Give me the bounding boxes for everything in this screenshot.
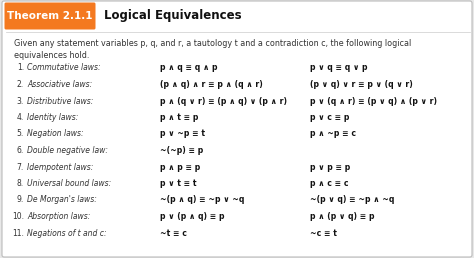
Text: ~(p ∨ q) ≡ ~p ∧ ~q: ~(p ∨ q) ≡ ~p ∧ ~q — [310, 196, 394, 205]
Text: 10.: 10. — [12, 212, 24, 221]
Text: 5.: 5. — [17, 130, 24, 139]
Text: p ∧ q ≡ q ∧ p: p ∧ q ≡ q ∧ p — [160, 63, 218, 72]
Text: Double negative law:: Double negative law: — [27, 146, 108, 155]
Text: 6.: 6. — [17, 146, 24, 155]
Text: p ∨ p ≡ p: p ∨ p ≡ p — [310, 163, 350, 172]
Text: p ∧ ~p ≡ c: p ∧ ~p ≡ c — [310, 130, 356, 139]
Text: ~c ≡ t: ~c ≡ t — [310, 229, 337, 238]
Text: equivalences hold.: equivalences hold. — [14, 51, 90, 60]
Text: Universal bound laws:: Universal bound laws: — [27, 179, 111, 188]
Text: (p ∧ q) ∧ r ≡ p ∧ (q ∧ r): (p ∧ q) ∧ r ≡ p ∧ (q ∧ r) — [160, 80, 263, 89]
Text: Idempotent laws:: Idempotent laws: — [27, 163, 93, 172]
Text: 11.: 11. — [12, 229, 24, 238]
Text: 1.: 1. — [17, 63, 24, 72]
Text: Associative laws:: Associative laws: — [27, 80, 92, 89]
Text: p ∨ c ≡ p: p ∨ c ≡ p — [310, 113, 349, 122]
Text: Given any statement variables p, q, and r, a tautology t and a contradiction c, : Given any statement variables p, q, and … — [14, 39, 411, 49]
Text: p ∨ (q ∧ r) ≡ (p ∨ q) ∧ (p ∨ r): p ∨ (q ∧ r) ≡ (p ∨ q) ∧ (p ∨ r) — [310, 96, 437, 106]
Text: p ∨ ~p ≡ t: p ∨ ~p ≡ t — [160, 130, 205, 139]
Text: Identity laws:: Identity laws: — [27, 113, 78, 122]
Text: De Morgan's laws:: De Morgan's laws: — [27, 196, 97, 205]
Text: ~t ≡ c: ~t ≡ c — [160, 229, 187, 238]
Text: ~(~p) ≡ p: ~(~p) ≡ p — [160, 146, 203, 155]
Text: Theorem 2.1.1: Theorem 2.1.1 — [7, 11, 93, 21]
Text: 9.: 9. — [17, 196, 24, 205]
Text: p ∧ t ≡ p: p ∧ t ≡ p — [160, 113, 199, 122]
Text: p ∨ (p ∧ q) ≡ p: p ∨ (p ∧ q) ≡ p — [160, 212, 225, 221]
Text: Negation laws:: Negation laws: — [27, 130, 83, 139]
Text: Distributive laws:: Distributive laws: — [27, 96, 93, 106]
Text: Logical Equivalences: Logical Equivalences — [104, 10, 242, 22]
Text: 3.: 3. — [17, 96, 24, 106]
Text: Negations of t and c:: Negations of t and c: — [27, 229, 107, 238]
Text: p ∧ p ≡ p: p ∧ p ≡ p — [160, 163, 200, 172]
Text: Absorption laws:: Absorption laws: — [27, 212, 91, 221]
Text: p ∨ q ≡ q ∨ p: p ∨ q ≡ q ∨ p — [310, 63, 367, 72]
Text: ~(p ∧ q) ≡ ~p ∨ ~q: ~(p ∧ q) ≡ ~p ∨ ~q — [160, 196, 245, 205]
Text: Commutative laws:: Commutative laws: — [27, 63, 100, 72]
Text: 2.: 2. — [17, 80, 24, 89]
Text: 8.: 8. — [17, 179, 24, 188]
Text: 4.: 4. — [17, 113, 24, 122]
Text: p ∨ t ≡ t: p ∨ t ≡ t — [160, 179, 197, 188]
Text: 7.: 7. — [17, 163, 24, 172]
Text: p ∧ (q ∨ r) ≡ (p ∧ q) ∨ (p ∧ r): p ∧ (q ∨ r) ≡ (p ∧ q) ∨ (p ∧ r) — [160, 96, 287, 106]
FancyBboxPatch shape — [4, 3, 95, 29]
Text: p ∧ c ≡ c: p ∧ c ≡ c — [310, 179, 348, 188]
Text: p ∧ (p ∨ q) ≡ p: p ∧ (p ∨ q) ≡ p — [310, 212, 374, 221]
Text: (p ∨ q) ∨ r ≡ p ∨ (q ∨ r): (p ∨ q) ∨ r ≡ p ∨ (q ∨ r) — [310, 80, 413, 89]
